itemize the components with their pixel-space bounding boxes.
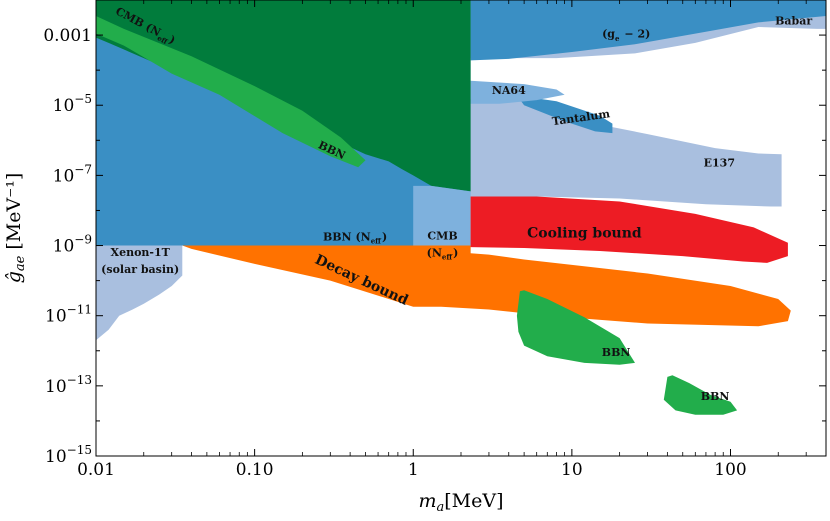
x-tick-label: 10 [561,460,583,480]
region-na64 [470,80,565,104]
label-bbn_mid: BBN [602,346,631,359]
x-tick-label: 0.10 [236,460,274,480]
x-tick-label: 100 [714,460,746,480]
y-tick-label: 10−13 [45,373,92,397]
x-tick-label: 0.01 [77,460,115,480]
label-bbn_low: BBN [701,390,730,403]
label-e137: E137 [704,156,735,169]
x-axis: 0.01 0.10 1 10 100 [77,0,827,480]
y-tick-label: 10−15 [45,443,92,467]
region-tantalum [516,95,613,134]
exclusion-regions [96,0,826,415]
region-cmb_neff_box [413,185,471,263]
region-cooling [470,196,788,263]
label-xenon: Xenon-1T (solar basin) [101,246,179,276]
label-cmb_neff_box: CMB (Neff ) [427,229,459,261]
y-tick-label: 10−5 [53,92,92,116]
y-tick-label: 0.001 [43,26,92,46]
y-tick-label: 10−9 [53,233,92,257]
region-bbn_mid [516,290,635,365]
x-axis-title: ma[MeV] [418,490,503,515]
label-bbn_neff: BBN (Neff ) [323,230,387,245]
label-cmb_neff_box-text: CMB [427,229,457,242]
label-e137-text: E137 [704,156,735,169]
label-bbn_mid-text: BBN [602,346,631,359]
label-xenon-text: Xenon-1T [111,246,171,259]
label-cmb_neff_box-line2: (Neff ) [427,246,459,261]
label-na64: NA64 [492,84,526,97]
label-cooling-text: Cooling bound [527,226,642,242]
label-g-2: (ge − 2) [602,28,650,43]
region-bbn_band [96,16,366,168]
y-axis-title: ĝae [MeV⁻¹] [3,173,28,284]
label-bbn_low-text: BBN [701,390,730,403]
region-g-2 [470,0,826,61]
x-tick-label: 1 [408,460,419,480]
label-bbn_neff-text: BBN (Neff ) [323,230,387,245]
y-tick-label: 10−7 [53,162,92,186]
region-xenon [96,245,183,341]
y-tick-label: 10−11 [45,303,92,327]
region-bbn_low [663,375,738,415]
y-axis: 0.001 10−5 10−7 10−9 10−11 10−13 10−15 [43,0,826,467]
label-g-2-text: (ge − 2) [602,28,650,43]
label-babar: Babar [775,15,812,28]
region-e137 [470,99,782,207]
label-babar-text: Babar [775,15,812,28]
label-xenon-line2: (solar basin) [101,263,179,276]
region-decay [182,245,791,327]
label-cooling: Cooling bound [527,226,642,242]
label-na64-text: NA64 [492,84,526,97]
region-cmb_neff_top [96,0,471,192]
